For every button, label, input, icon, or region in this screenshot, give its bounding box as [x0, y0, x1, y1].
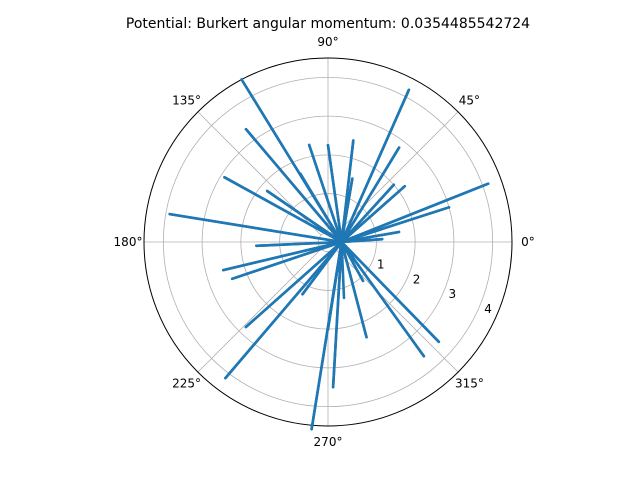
series-0-segment-62	[340, 240, 346, 300]
angle-tick-label-225: 225°	[172, 376, 201, 390]
series-0-segment-33	[230, 240, 343, 281]
series-0-segment-61	[340, 183, 396, 244]
series-0-segment-55	[340, 177, 354, 244]
series-0-segment-5	[340, 88, 411, 244]
angle-tick-label-315: 315°	[455, 376, 484, 390]
series-0-segment-29	[340, 240, 441, 344]
radial-tick-label-3: 3	[448, 287, 456, 301]
series-0-segment-59	[265, 189, 343, 244]
series-0-segment-31	[244, 127, 343, 244]
series-0-segment-1	[340, 182, 490, 244]
series-0-segment-7	[340, 240, 368, 339]
series-0-segment-11	[340, 206, 451, 244]
chart-title: Potential: Burkert angular momentum: 0.0…	[126, 16, 530, 32]
angle-tick-label-90: 90°	[317, 35, 338, 49]
series-0-segment-3	[168, 212, 343, 244]
series-0-segment-19	[340, 240, 426, 358]
series-0-segment-39	[299, 172, 343, 244]
angle-tick-label-270: 270°	[314, 435, 343, 449]
angle-tick-label-180: 180°	[114, 235, 143, 249]
series-0-segment-27	[307, 143, 343, 244]
series-0-segment-47	[340, 237, 384, 244]
grid-circle-1	[279, 193, 377, 291]
series-0-segment-43	[244, 240, 343, 329]
series-0-segment-57	[326, 240, 343, 331]
radial-tick-label-1: 1	[377, 258, 385, 272]
series-0-segment-21	[223, 176, 343, 244]
polar-frame	[143, 57, 513, 427]
series-0-segment-35	[340, 184, 407, 244]
grid-circle-3	[201, 115, 455, 369]
series-0-segment-37	[331, 240, 343, 389]
series-0-segment-41	[340, 146, 401, 244]
series-0-segment-51	[255, 240, 343, 248]
axis-labels: 0° 45° 90° 135° 180° 225° 270° 315° 1 2 3 4	[114, 35, 535, 449]
angle-tick-label-45: 45°	[459, 94, 480, 108]
grid-spoke-45	[334, 111, 459, 236]
series-0-segment-53	[301, 240, 343, 296]
series-0-segment-45	[340, 240, 365, 283]
radial-tick-label-4: 4	[484, 302, 492, 316]
grid-circle-4	[162, 76, 494, 408]
angle-tick-label-135: 135°	[172, 94, 201, 108]
radial-tick-label-2: 2	[413, 272, 421, 286]
series-0-segment-15	[224, 240, 343, 380]
series-0-segment-49	[326, 143, 343, 244]
angle-tick-label-0: 0°	[521, 235, 535, 249]
grid-spoke-225	[197, 248, 322, 373]
series-0-segment-13	[221, 240, 343, 272]
data-series	[168, 78, 490, 431]
